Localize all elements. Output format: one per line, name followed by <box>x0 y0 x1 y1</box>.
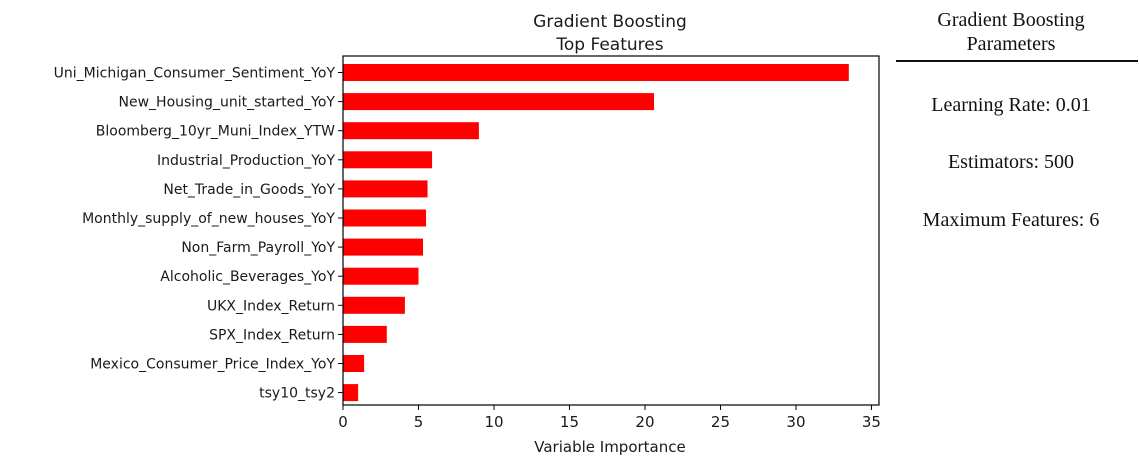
bar <box>343 122 479 140</box>
param-estimators: Estimators: 500 <box>947 151 1075 173</box>
y-tick-label: Mexico_Consumer_Price_Index_YoY <box>90 357 335 373</box>
feature-importance-chart: Gradient Boosting Top Features Uni_Michi… <box>54 12 881 456</box>
y-tick-label: Industrial_Production_YoY <box>157 153 335 169</box>
parameters-divider <box>896 60 1138 62</box>
bar <box>343 180 428 198</box>
y-tick-label: Alcoholic_Beverages_YoY <box>160 269 335 285</box>
bar <box>343 355 365 372</box>
y-tick-label: Uni_Michigan_Consumer_Sentiment_YoY <box>54 66 336 82</box>
parameters-panel: Gradient Boosting Parameters Learning Ra… <box>896 0 1139 457</box>
y-tick-label: Net_Trade_in_Goods_YoY <box>163 182 335 198</box>
parameters-title-line2: Parameters <box>966 33 1056 55</box>
x-tick-label: 5 <box>414 413 424 431</box>
y-tick-labels: Uni_Michigan_Consumer_Sentiment_YoY New_H… <box>54 66 343 402</box>
x-ticks: 0 5 10 15 20 25 30 35 <box>338 405 881 431</box>
bar <box>343 64 849 81</box>
bar <box>343 296 405 314</box>
y-tick-label: SPX_Index_Return <box>209 327 335 343</box>
x-axis-label: Variable Importance <box>534 438 685 456</box>
y-tick-label: UKX_Index_Return <box>207 298 335 314</box>
x-tick-label: 15 <box>560 413 579 431</box>
bar <box>343 93 655 111</box>
parameters-title: Gradient Boosting Parameters <box>896 8 1126 56</box>
bar <box>343 151 433 169</box>
plot-frame <box>342 55 880 406</box>
x-tick-label: 0 <box>338 413 348 431</box>
param-learning-rate: Learning Rate: 0.01 <box>931 94 1091 116</box>
parameters-title-line1: Gradient Boosting <box>937 9 1085 31</box>
param-max-features: Maximum Features: 6 <box>922 209 1100 231</box>
x-tick-label: 35 <box>862 413 881 431</box>
bar <box>343 238 424 256</box>
chart-subtitle: Top Features <box>555 35 663 55</box>
y-tick-label: New_Housing_unit_started_YoY <box>119 95 336 111</box>
y-tick-label: tsy10_tsy2 <box>259 386 335 402</box>
bar <box>343 209 427 227</box>
bar <box>343 267 419 285</box>
chart-title: Gradient Boosting <box>533 12 687 32</box>
bar <box>343 325 387 343</box>
x-tick-label: 30 <box>786 413 805 431</box>
y-tick-label: Monthly_supply_of_new_houses_YoY <box>82 211 335 227</box>
bar <box>343 384 359 402</box>
y-tick-label: Non_Farm_Payroll_YoY <box>181 240 335 256</box>
x-tick-label: 25 <box>711 413 730 431</box>
x-tick-label: 20 <box>635 413 654 431</box>
x-tick-label: 10 <box>484 413 503 431</box>
y-tick-label: Bloomberg_10yr_Muni_Index_YTW <box>96 124 335 140</box>
bars-group <box>343 64 849 402</box>
